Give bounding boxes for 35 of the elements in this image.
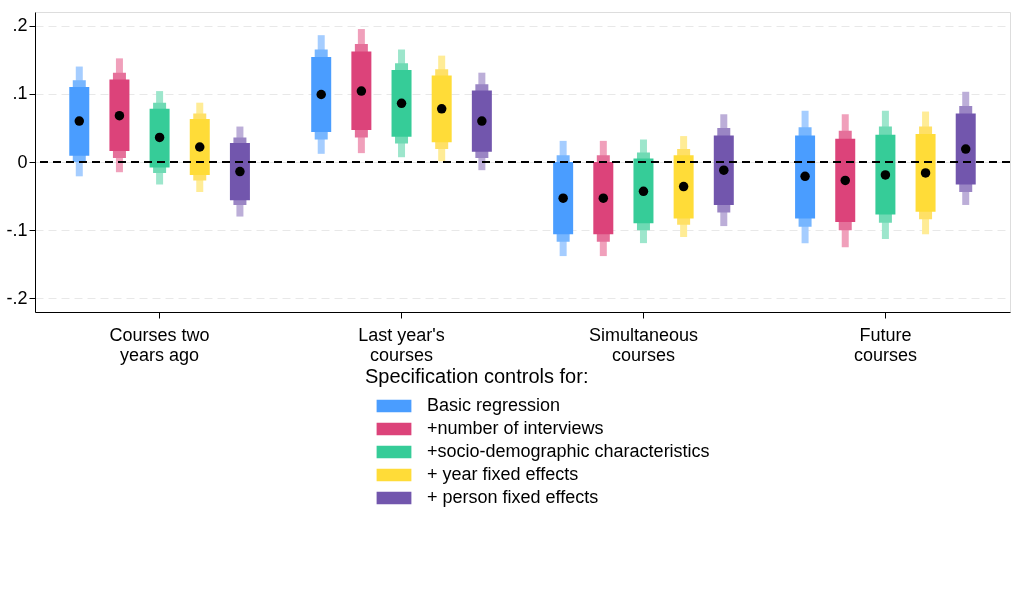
bar [633,158,654,224]
bar [431,75,452,143]
x-tick-label: Last year's courses [358,324,445,365]
bar [915,134,936,212]
legend-label: + person fixed effects [427,487,599,507]
y-tick-label: 0 [17,151,28,172]
y-tick-label: .2 [12,15,28,36]
bar [471,90,492,152]
bar [673,155,694,219]
bar [713,135,734,205]
bar [835,138,856,222]
x-tick-label: Courses two years ago [109,324,210,365]
bar [69,87,90,156]
bar [553,162,574,235]
legend-title: Specification controls for: [365,365,589,387]
y-tick-label: -.1 [6,219,28,240]
legend-label: + year fixed effects [427,464,579,484]
bar [351,51,372,130]
legend-label: Basic regression [427,395,561,415]
bar [109,79,130,152]
bar [955,113,976,185]
bar [149,108,170,168]
bar [593,162,614,235]
legend-label: +socio-demographic characteristics [427,441,710,461]
bar [229,142,250,201]
bar [189,119,210,175]
x-tick-label: Simultaneous courses [588,324,699,365]
bar [391,69,412,137]
bar [795,135,816,219]
y-tick-label: .1 [12,83,28,104]
x-tick-label: Future courses [853,324,917,365]
bar [875,134,896,215]
legend-label: +number of interviews [427,418,604,438]
bar [311,57,332,132]
y-tick-label: -.2 [6,287,28,308]
